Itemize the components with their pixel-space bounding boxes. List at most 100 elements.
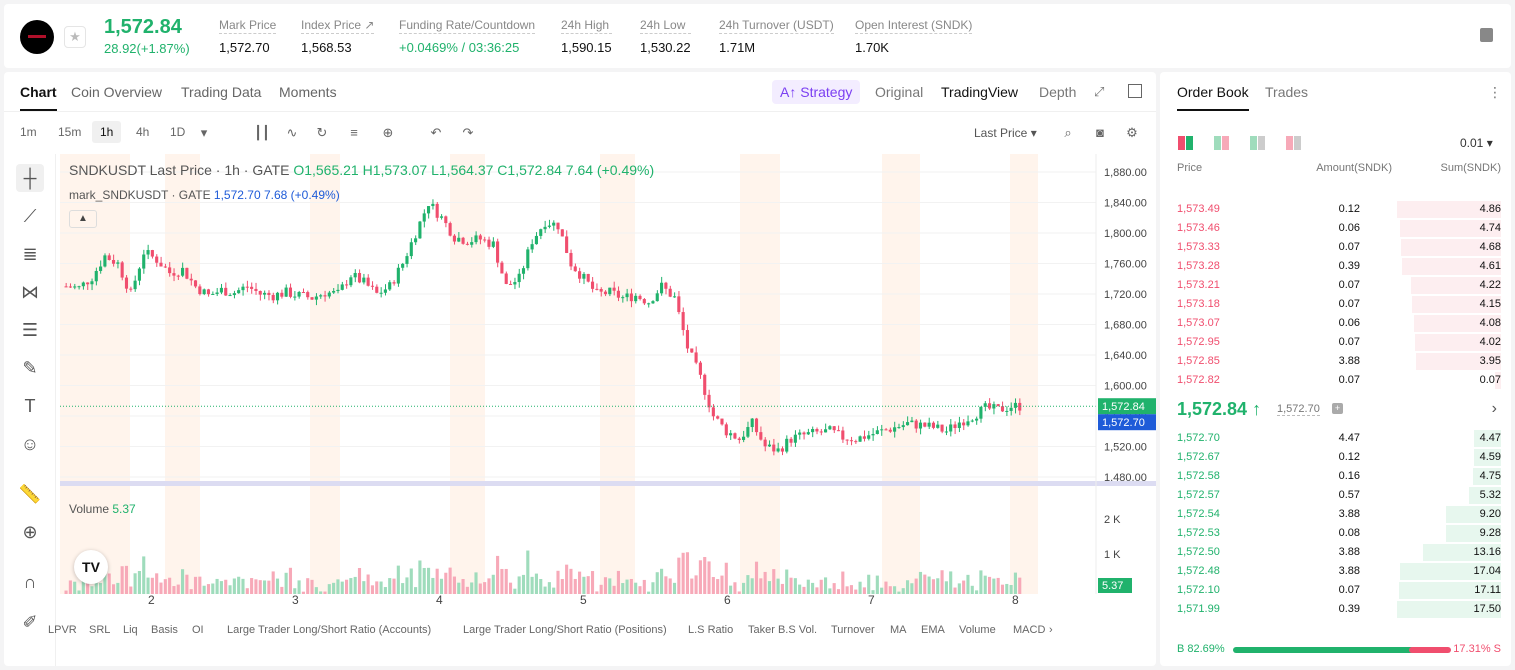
volume-bar xyxy=(1005,583,1009,594)
ruler-icon[interactable]: 📏 xyxy=(18,484,42,504)
magnet-icon[interactable]: ∩ xyxy=(23,572,37,592)
order-row[interactable]: 1,572.70 4.47 4.47 xyxy=(1160,429,1511,448)
view-bids-icon[interactable] xyxy=(1250,136,1266,150)
indicator-liq[interactable]: Liq xyxy=(123,624,138,636)
tab-chart[interactable]: Chart xyxy=(20,84,57,111)
more-options-icon[interactable]: ⋮ xyxy=(1488,84,1502,100)
undo-icon[interactable]: ↶ xyxy=(430,125,442,140)
price-chart[interactable]: 1,880.00 1,840.00 1,800.00 1,760.00 1,720.00… xyxy=(60,154,1156,604)
tab-trading-data[interactable]: Trading Data xyxy=(181,84,262,100)
indicator-ma[interactable]: MA xyxy=(890,624,907,636)
candle-body xyxy=(543,226,547,230)
interval-1d[interactable]: 1D xyxy=(170,125,186,139)
indicator-basis[interactable]: Basis xyxy=(151,624,178,636)
order-row[interactable]: 1,572.53 0.08 9.28 xyxy=(1160,524,1511,543)
indicator-srl[interactable]: SRL xyxy=(89,624,111,636)
tab-trades[interactable]: Trades xyxy=(1265,84,1309,100)
view-depth[interactable]: Depth xyxy=(1039,84,1077,100)
tab-coin-overview[interactable]: Coin Overview xyxy=(71,84,163,100)
view-asks-icon[interactable] xyxy=(1286,136,1302,150)
interval-1m[interactable]: 1m xyxy=(20,125,37,139)
scroll-right-icon[interactable]: › xyxy=(1049,624,1053,636)
emoji-icon[interactable]: ☺ xyxy=(20,434,40,454)
order-row[interactable]: 1,572.95 0.07 4.02 xyxy=(1160,333,1511,352)
price-axis-label: 1,600.00 xyxy=(1104,381,1147,393)
order-row[interactable]: 1,572.54 3.88 9.20 xyxy=(1160,505,1511,524)
stat-funding-rate[interactable]: Funding Rate/Countdown +0.0469% / 03:36:2… xyxy=(399,18,536,55)
indicators-icon[interactable]: ∿ xyxy=(286,125,298,140)
order-row[interactable]: 1,572.10 0.07 17.11 xyxy=(1160,581,1511,600)
price-type-select[interactable]: Last Price ▾ xyxy=(974,126,1037,140)
tab-moments[interactable]: Moments xyxy=(279,84,337,100)
tradingview-logo[interactable]: TV xyxy=(74,550,108,584)
order-row[interactable]: 1,572.50 3.88 13.16 xyxy=(1160,543,1511,562)
volume-bar xyxy=(660,568,664,594)
fib-icon[interactable]: ☰ xyxy=(21,320,39,340)
indicator-macd[interactable]: MACD xyxy=(1013,624,1046,636)
window-icon[interactable] xyxy=(1128,84,1142,98)
indicator-oi[interactable]: OI xyxy=(192,624,204,636)
refresh-icon[interactable]: ↻ xyxy=(316,125,328,140)
indicator-ls-accounts[interactable]: Large Trader Long/Short Ratio (Accounts) xyxy=(227,624,432,636)
indicator-taker-vol[interactable]: Taker B.S Vol. xyxy=(748,624,818,636)
interval-1h[interactable]: 1h xyxy=(92,121,122,143)
book-icon[interactable] xyxy=(1480,28,1493,42)
order-row[interactable]: 1,573.21 0.07 4.22 xyxy=(1160,276,1511,295)
order-row[interactable]: 1,573.33 0.07 4.68 xyxy=(1160,238,1511,257)
favorite-star-icon[interactable]: ★ xyxy=(64,26,86,48)
view-tradingview[interactable]: TradingView xyxy=(941,84,1019,100)
interval-dropdown-icon[interactable]: ▾ xyxy=(200,125,208,140)
view-both-icon[interactable] xyxy=(1178,136,1194,150)
indicator-ls-positions[interactable]: Large Trader Long/Short Ratio (Positions… xyxy=(463,624,667,636)
zoom-in-icon[interactable]: ⊕ xyxy=(22,522,38,542)
view-original[interactable]: Original xyxy=(875,84,924,100)
order-row[interactable]: 1,572.82 0.07 0.07 xyxy=(1160,371,1511,390)
order-row[interactable]: 1,571.99 0.39 17.50 xyxy=(1160,600,1511,619)
order-row[interactable]: 1,573.49 0.12 4.86 xyxy=(1160,200,1511,219)
indicator-lpvr[interactable]: LPVR xyxy=(48,624,77,636)
order-row[interactable]: 1,573.28 0.39 4.61 xyxy=(1160,257,1511,276)
settings-gear-icon[interactable]: ⚙ xyxy=(1126,125,1138,140)
order-row[interactable]: 1,573.07 0.06 4.08 xyxy=(1160,314,1511,333)
interval-4h[interactable]: 4h xyxy=(136,125,150,139)
order-row[interactable]: 1,572.48 3.88 17.04 xyxy=(1160,562,1511,581)
template-icon[interactable]: ≡ xyxy=(350,125,358,140)
order-row[interactable]: 1,572.58 0.16 4.75 xyxy=(1160,467,1511,486)
crosshair-icon[interactable]: ┼ xyxy=(16,164,44,192)
order-row[interactable]: 1,572.67 0.12 4.59 xyxy=(1160,448,1511,467)
order-sum: 17.11 xyxy=(1474,584,1501,596)
pattern-icon[interactable]: ⋈ xyxy=(21,282,39,302)
brush-icon[interactable]: ✎ xyxy=(22,358,38,378)
candle-body xyxy=(314,296,318,300)
tab-order-book[interactable]: Order Book xyxy=(1177,84,1249,111)
view-mixed-icon[interactable] xyxy=(1214,136,1230,150)
indicator-turnover[interactable]: Turnover xyxy=(831,624,875,636)
volume-bar xyxy=(590,571,595,594)
stat-index-price[interactable]: Index Price ↗ 1,568.53 xyxy=(301,18,375,55)
chevron-right-icon[interactable]: › xyxy=(1491,400,1497,417)
expand-icon[interactable]: ⤢ xyxy=(1094,84,1105,99)
horizontal-lines-icon[interactable]: ≣ xyxy=(22,244,38,264)
volume-bar xyxy=(565,564,569,594)
strategy-button[interactable]: A↑ Strategy xyxy=(772,80,861,104)
interval-15m[interactable]: 15m xyxy=(58,125,82,139)
indicator-ls-ratio[interactable]: L.S Ratio xyxy=(688,624,734,636)
candle-type-icon[interactable]: ┃┃ xyxy=(254,125,270,140)
add-indicator-icon[interactable]: ⊕ xyxy=(382,125,394,140)
collapse-legend-button[interactable]: ▲ xyxy=(69,210,97,228)
order-row[interactable]: 1,573.46 0.06 4.74 xyxy=(1160,219,1511,238)
order-price: 1,573.21 xyxy=(1177,279,1220,291)
tick-size-select[interactable]: 0.01 ▾ xyxy=(1460,136,1493,150)
redo-icon[interactable]: ↷ xyxy=(462,125,474,140)
volume-bar xyxy=(668,578,672,594)
camera-icon[interactable]: ◙ xyxy=(1096,125,1104,140)
order-row[interactable]: 1,573.18 0.07 4.15 xyxy=(1160,295,1511,314)
search-icon[interactable]: ⌕ xyxy=(1064,125,1072,140)
text-icon[interactable]: T xyxy=(24,396,36,416)
order-row[interactable]: 1,572.85 3.88 3.95 xyxy=(1160,352,1511,371)
trendline-icon[interactable]: ⟋ xyxy=(23,206,37,226)
pencil-lock-icon[interactable]: ✐ xyxy=(22,612,38,632)
order-row[interactable]: 1,572.57 0.57 5.32 xyxy=(1160,486,1511,505)
indicator-volume[interactable]: Volume xyxy=(959,624,996,636)
indicator-ema[interactable]: EMA xyxy=(921,624,945,636)
